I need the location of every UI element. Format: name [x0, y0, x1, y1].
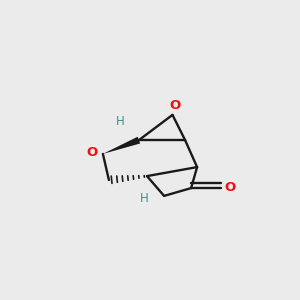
Text: O: O: [86, 146, 97, 159]
Text: H: H: [116, 115, 125, 128]
Text: O: O: [224, 181, 236, 194]
Text: H: H: [140, 191, 148, 205]
Text: O: O: [170, 99, 181, 112]
Polygon shape: [103, 137, 140, 154]
